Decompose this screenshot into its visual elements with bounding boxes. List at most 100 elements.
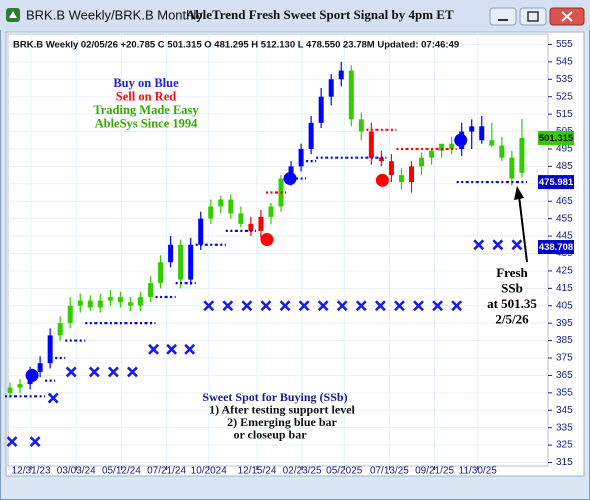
candle-body [37,363,43,372]
sweet-spot-note: 1) After testing support level [209,402,355,416]
maximize-button[interactable] [519,7,547,26]
candle-body [449,143,455,149]
candle-body [87,300,93,308]
plot: 3153253353453553653753853954054154254354… [5,34,574,477]
candle-body [107,297,113,301]
x-mark [222,300,234,312]
candle-body [328,79,334,97]
price-tag-label: 501.315 [539,133,574,144]
x-mark [473,239,485,251]
window-caption: AbleTrend Fresh Sweet Sport Signal by 4p… [186,7,454,22]
x-mark [241,300,253,312]
candle-body [97,300,103,308]
x-mark [65,366,77,378]
y-tick-label: 315 [556,457,573,468]
candle-body [137,297,143,306]
candle-body [368,131,374,158]
y-tick-label: 545 [556,57,573,68]
x-tick-label: 09/21/25 [415,466,454,477]
y-tick-label: 425 [556,266,573,277]
candle-body [408,166,414,183]
x-tick-label: 05/12/24 [102,466,141,477]
candle-body [158,262,164,284]
signal-dot [260,233,274,247]
y-tick-label: 525 [556,91,573,102]
x-mark [413,300,424,312]
x-mark [511,239,523,251]
quote-header: BRK.B Weekly 02/05/26 +20.785 C 501.315 … [13,40,459,51]
legend-note: AbleSys Since 1994 [95,116,199,130]
x-mark [88,366,100,378]
y-tick-label: 355 [556,387,573,398]
arrow-head [514,186,524,200]
sweet-spot-note: Sweet Spot for Buying (SSb) [202,390,347,404]
candle-body [439,143,445,151]
y-tick-label: 535 [556,74,573,85]
legend-note: Buy on Blue [113,76,179,90]
y-tick-label: 465 [556,196,573,207]
candle-body [208,206,214,219]
candle-body [178,244,184,280]
minimize-button[interactable] [489,7,517,26]
window-buttons [489,7,585,26]
y-tick-label: 455 [556,213,573,224]
x-mark [394,300,405,312]
x-mark [355,300,367,312]
signal-dot [25,368,39,382]
x-mark [317,300,329,312]
x-mark [6,436,18,448]
y-tick-label: 365 [556,370,573,381]
x-tick-label: 02/23/25 [283,466,322,477]
candle-body [479,126,485,141]
arrow-shaft [518,195,528,263]
price-tag [538,175,574,190]
candle-body [499,145,505,158]
x-mark [166,343,178,355]
x-mark [29,436,41,448]
x-tick-label: 12/15/24 [237,466,276,477]
x-tick-label: 10/2024 [191,466,228,477]
plot-area [7,33,549,467]
app-icon-glyph [9,11,17,18]
fresh-note: SSb [501,280,523,295]
sweet-spot-note: 2) Emerging blue bar [227,415,337,429]
fresh-note: 2/5/26 [495,311,529,326]
legend-note: Trading Made Easy [93,103,199,117]
x-tick-label: 05/2025 [326,466,363,477]
signal-dot [454,133,468,147]
candle-body [489,140,495,146]
fresh-note: at 501.35 [487,296,537,311]
x-mark [451,300,463,312]
x-tick-label: 07/21/24 [147,466,186,477]
candle-body [429,150,435,158]
price-tag [538,240,574,255]
candle-body [338,70,344,80]
candle-body [148,283,154,298]
x-mark [184,343,196,355]
candle-body [398,175,404,183]
x-tick-label: 11/30/25 [459,466,498,477]
x-mark [279,300,291,312]
sweet-spot-note: or closeup bar [233,427,307,441]
x-mark [298,300,310,312]
y-tick-label: 345 [556,405,573,416]
candle-body [298,148,304,167]
x-mark [336,300,348,312]
candle-body [519,137,525,173]
y-tick-label: 495 [556,144,573,155]
candle-body [228,199,234,214]
candle-body [198,218,204,245]
candle-body [77,300,83,306]
maximize-icon [527,11,539,22]
y-tick-label: 385 [556,335,573,346]
y-tick-label: 375 [556,353,573,364]
x-mark [374,300,386,312]
y-tick-label: 485 [556,161,573,172]
candle-body [57,323,63,336]
legend-note: Sell on Red [116,89,176,103]
candle-body [258,216,264,231]
candle-body [308,122,314,149]
candle-body [318,96,324,123]
price-tag [538,130,574,145]
